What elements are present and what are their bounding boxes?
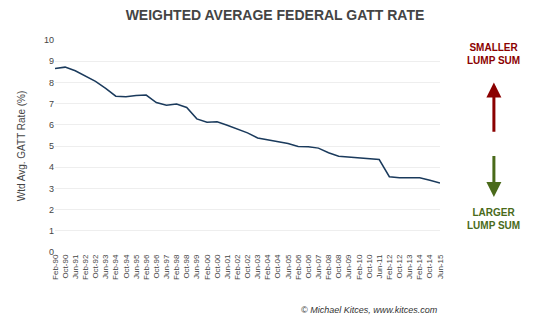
svg-text:Oct-94: Oct-94 xyxy=(122,254,131,279)
svg-text:Oct-96: Oct-96 xyxy=(152,254,161,279)
svg-text:Jun-09: Jun-09 xyxy=(344,254,353,279)
svg-text:Jun-15: Jun-15 xyxy=(436,254,445,279)
svg-text:8: 8 xyxy=(49,78,54,88)
svg-text:Oct-00: Oct-00 xyxy=(213,254,222,279)
svg-text:LARGERLUMP SUM: LARGERLUMP SUM xyxy=(467,207,520,231)
svg-text:SMALLERLUMP SUM: SMALLERLUMP SUM xyxy=(467,42,520,66)
svg-text:Feb-98: Feb-98 xyxy=(172,254,181,280)
svg-text:Oct-14: Oct-14 xyxy=(425,254,434,279)
svg-text:4: 4 xyxy=(49,162,54,172)
svg-text:Feb-00: Feb-00 xyxy=(203,254,212,280)
svg-text:Jun-01: Jun-01 xyxy=(223,254,232,279)
svg-text:Jun-97: Jun-97 xyxy=(162,254,171,279)
svg-text:Jun-93: Jun-93 xyxy=(101,254,110,279)
svg-text:3: 3 xyxy=(49,184,54,194)
svg-text:Feb-12: Feb-12 xyxy=(385,254,394,280)
svg-text:Jun-11: Jun-11 xyxy=(375,254,384,278)
svg-text:Oct-12: Oct-12 xyxy=(395,254,404,279)
svg-text:WEIGHTED AVERAGE FEDERAL GATT: WEIGHTED AVERAGE FEDERAL GATT RATE xyxy=(126,7,425,23)
svg-text:Feb-10: Feb-10 xyxy=(355,254,364,280)
svg-text:Oct-92: Oct-92 xyxy=(91,254,100,279)
svg-text:Jun-03: Jun-03 xyxy=(253,254,262,279)
svg-text:Feb-08: Feb-08 xyxy=(324,254,333,280)
svg-text:Jun-99: Jun-99 xyxy=(192,254,201,279)
svg-text:Feb-92: Feb-92 xyxy=(81,254,90,280)
svg-text:Oct-98: Oct-98 xyxy=(182,254,191,279)
svg-text:0: 0 xyxy=(49,247,54,257)
svg-text:Feb-02: Feb-02 xyxy=(233,254,242,280)
svg-text:© Michael Kitces, www.kitces.c: © Michael Kitces, www.kitces.com xyxy=(301,305,438,315)
svg-text:Oct-06: Oct-06 xyxy=(304,254,313,279)
svg-text:Feb-90: Feb-90 xyxy=(51,254,60,280)
svg-text:Jun-07: Jun-07 xyxy=(314,254,323,279)
svg-text:2: 2 xyxy=(49,205,54,215)
svg-text:Oct-90: Oct-90 xyxy=(61,254,70,279)
svg-text:Feb-14: Feb-14 xyxy=(415,254,424,280)
svg-text:Wtd Avg. GATT Rate (%): Wtd Avg. GATT Rate (%) xyxy=(16,91,27,202)
svg-text:7: 7 xyxy=(49,99,54,109)
svg-text:Oct-10: Oct-10 xyxy=(365,254,374,279)
svg-text:Oct-04: Oct-04 xyxy=(273,254,282,279)
svg-text:Jun-13: Jun-13 xyxy=(405,254,414,279)
svg-text:9: 9 xyxy=(49,56,54,66)
svg-text:10: 10 xyxy=(44,35,54,45)
svg-text:Oct-08: Oct-08 xyxy=(334,254,343,279)
svg-text:Feb-96: Feb-96 xyxy=(142,254,151,280)
svg-text:6: 6 xyxy=(49,120,54,130)
svg-text:Jun-95: Jun-95 xyxy=(132,254,141,279)
svg-text:Oct-02: Oct-02 xyxy=(243,254,252,279)
svg-text:Feb-94: Feb-94 xyxy=(111,254,120,280)
svg-text:1: 1 xyxy=(49,226,54,236)
svg-text:5: 5 xyxy=(49,141,54,151)
svg-text:Feb-06: Feb-06 xyxy=(294,254,303,280)
svg-text:Jun-05: Jun-05 xyxy=(284,254,293,279)
svg-text:Feb-04: Feb-04 xyxy=(263,254,272,280)
svg-text:Jun-91: Jun-91 xyxy=(71,254,80,279)
